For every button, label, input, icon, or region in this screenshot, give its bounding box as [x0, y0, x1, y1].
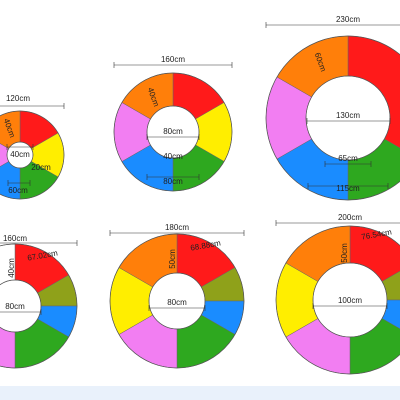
ring-200-inner-edge: [312, 262, 388, 338]
ring-160-b-dimension-label: 160cm: [3, 234, 27, 243]
ring-200-dimension-label: 100cm: [338, 296, 362, 305]
ring-200-dimension-label: 50cm: [340, 243, 349, 263]
ring-160-b-segment-pink: [0, 326, 16, 369]
ring-230-segment-red: [347, 35, 400, 149]
ring-180-inner-edge: [148, 272, 206, 330]
ring-160-outer-edge: [113, 72, 233, 192]
ring-120-dimension-label: 20cm: [31, 163, 51, 172]
footer-strip: [0, 386, 400, 400]
ring-230-dimension-label: 65cm: [338, 154, 358, 163]
ring-120-inner-edge: [6, 141, 34, 169]
ring-160-b-dimension-label: 80cm: [5, 302, 25, 311]
ring-180-dimension-label: 180cm: [165, 223, 189, 232]
ring-200-outer-edge: [275, 225, 400, 375]
ring-120-outer-edge: [0, 110, 65, 200]
ring-160-dimension-label: 80cm: [163, 127, 183, 136]
ring-120-dimension-label: 120cm: [6, 94, 30, 103]
ring-160-inner-edge: [146, 105, 200, 159]
ring-230-dimension-label: 115cm: [336, 184, 360, 193]
ring-160-b-dimension-label: 40cm: [7, 258, 16, 278]
ring-180-dimension-label: 80cm: [167, 298, 187, 307]
ring-120-dimension-label: 40cm: [10, 150, 30, 159]
ring-160-b-outer-edge: [0, 243, 78, 369]
ring-230-outer-edge: [265, 35, 400, 201]
ring-180-dimension-label: 50cm: [168, 249, 177, 269]
ring-160-dimension-label: 160cm: [161, 55, 185, 64]
ring-180-outer-edge: [109, 233, 245, 369]
ring-200-dimension-label: 200cm: [338, 213, 362, 222]
ring-230-dimension-label: 230cm: [336, 15, 360, 24]
ring-120-dimension-label: 60cm: [8, 186, 28, 195]
ring-160-dimension-label: 80cm: [163, 177, 183, 186]
ring-230-dimension-label: 130cm: [336, 111, 360, 120]
ring-160-dimension-label: 40cm: [163, 152, 183, 161]
ring-160-b-inner-edge: [0, 279, 42, 333]
